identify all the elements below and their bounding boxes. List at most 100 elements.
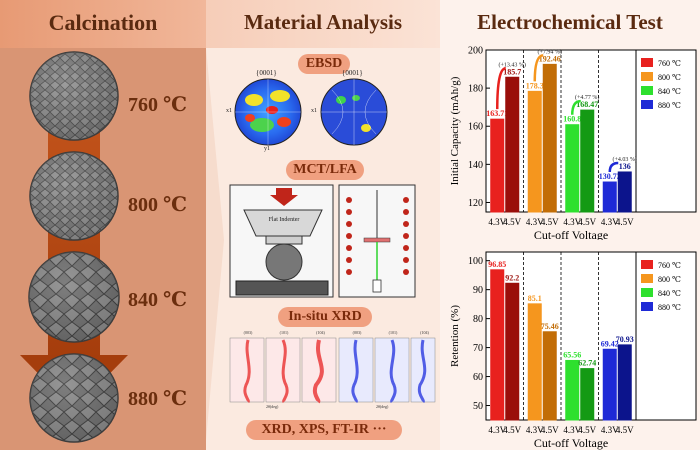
- bar-760-4-3v: [490, 269, 505, 421]
- bar-880-4-3v: [602, 181, 617, 213]
- bar-data-label: 178.3: [526, 81, 544, 90]
- bar-data-label: 65.56: [563, 350, 581, 359]
- y-tick-label: 70: [473, 343, 483, 354]
- ebsd-x-label-1: x1: [226, 108, 232, 114]
- bar-880-4-5v: [617, 171, 632, 213]
- x-tick-label: 4.5V: [616, 217, 634, 227]
- x-tick-label: 4.5V: [578, 217, 596, 227]
- bar-data-label: 69.42: [601, 339, 619, 348]
- material-header-band: [206, 0, 440, 48]
- legend-label-880: 880 ℃: [658, 303, 681, 312]
- y-tick-label: 160: [468, 122, 483, 133]
- legend-label-840: 840 ℃: [658, 87, 681, 96]
- x-tick-label: 4.5V: [503, 425, 521, 435]
- increase-arrow: [496, 67, 507, 110]
- legend-label-800: 800 ℃: [658, 275, 681, 284]
- x-tick-label: 4.5V: [541, 425, 559, 435]
- load-arrow: [270, 188, 298, 206]
- indenter-stage: [235, 280, 329, 296]
- bar-data-label: 136: [619, 162, 631, 171]
- particle-880-shade: [30, 354, 118, 442]
- bar-data-label: 70.93: [616, 335, 634, 344]
- legend-swatch-880: [641, 100, 653, 109]
- x-tick-label: 4.3V: [526, 425, 544, 435]
- legend-swatch-800: [641, 274, 653, 283]
- bar-840-4-5v: [580, 368, 595, 421]
- xrd-xlabel-1: 2θ(deg): [266, 404, 279, 409]
- y-tick-label: 200: [468, 46, 483, 57]
- x-tick-label: 4.3V: [563, 425, 581, 435]
- bar-data-label: 75.46: [541, 322, 559, 331]
- x-axis-label: Cut-off Voltage: [534, 228, 608, 240]
- bar-800-4-3v: [527, 303, 542, 421]
- y-tick-label: 180: [468, 84, 483, 95]
- increase-arrow: [533, 54, 544, 82]
- xrd-peak-label: (101): [279, 330, 289, 335]
- particle-840-shade: [29, 252, 119, 342]
- bar-760-4-5v: [505, 76, 520, 213]
- mct-lfa-schematic: [229, 184, 416, 298]
- x-tick-label: 4.5V: [578, 425, 596, 435]
- bar-840-4-5v: [580, 109, 595, 213]
- legend-swatch-800: [641, 72, 653, 81]
- x-tick-label: 4.5V: [616, 425, 634, 435]
- y-tick-label: 60: [473, 372, 483, 383]
- xrd-peak-label: (003): [243, 330, 253, 335]
- bar-data-label: 130.73: [599, 172, 621, 181]
- mct-lfa-label: MCT/LFA: [286, 160, 364, 180]
- material-analysis-title: Material Analysis: [243, 10, 403, 34]
- bar-880-4-3v: [602, 348, 617, 421]
- bar-840-4-3v: [565, 359, 580, 421]
- x-tick-label: 4.3V: [563, 217, 581, 227]
- xrd-peak-label: (101): [388, 330, 398, 335]
- xrd-xlabel-2: 2θ(deg): [376, 404, 389, 409]
- legend-label-760: 760 ℃: [658, 59, 681, 68]
- increase-arrow: [608, 161, 619, 173]
- x-axis-label: Cut-off Voltage: [534, 436, 608, 450]
- flow-chevron: [206, 48, 224, 440]
- bar-760-4-3v: [490, 118, 505, 213]
- y-tick-label: 120: [468, 198, 483, 209]
- y-tick-label: 90: [473, 285, 483, 296]
- x-tick-label: 4.3V: [601, 425, 619, 435]
- y-axis-label: Retention (%): [449, 305, 461, 367]
- x-tick-label: 4.3V: [526, 217, 544, 227]
- bar-760-4-5v: [505, 282, 520, 421]
- material-graphics: [206, 0, 440, 440]
- y-tick-label: 140: [468, 160, 483, 171]
- bar-data-label: 192.46: [539, 54, 561, 63]
- flat-indenter-label: Flat Indenter: [268, 217, 300, 223]
- bar-840-4-3v: [565, 124, 580, 213]
- change-label: (+13.43 %): [499, 61, 526, 68]
- retention-chart: 50 60 70 80 90 100 Retention (%) Cut-off Voltag…: [440, 244, 700, 450]
- x-tick-label: 4.5V: [541, 217, 559, 227]
- x-tick-label: 4.5V: [503, 217, 521, 227]
- temp-label-760: 760 ℃: [128, 94, 187, 116]
- test-particle: [265, 243, 303, 281]
- legend-label-760: 760 ℃: [658, 261, 681, 270]
- bar-880-4-5v: [617, 344, 632, 421]
- electrochemical-panel: Electrochemical Test 120 140 160 180 200 Init…: [440, 0, 700, 450]
- temp-label-800: 800 ℃: [128, 194, 187, 216]
- xrd-peak-label: (104): [420, 330, 429, 335]
- bar-data-label: 160.8: [563, 115, 581, 124]
- bar-data-label: 185.7: [503, 67, 521, 76]
- xrd-peak-label: (003): [352, 330, 362, 335]
- ebsd-pole-label-1: {0001}: [256, 69, 277, 77]
- legend-swatch-760: [641, 58, 653, 67]
- temp-label-880: 880 ℃: [128, 388, 187, 410]
- legend-label-840: 840 ℃: [658, 289, 681, 298]
- ebsd-y-label: y1: [264, 146, 270, 152]
- bar-data-label: 85.1: [528, 294, 542, 303]
- change-label: (+7.94 %): [538, 48, 562, 55]
- x-tick-label: 4.3V: [488, 425, 506, 435]
- bar-data-label: 168.47: [576, 100, 598, 109]
- increase-arrow: [571, 99, 581, 115]
- y-tick-label: 80: [473, 314, 483, 325]
- lfa-furnace: [346, 190, 409, 293]
- legend-swatch-840: [641, 86, 653, 95]
- ebsd-pole-figure-2: [320, 78, 388, 146]
- y-axis-label: Initial Capacity (mAh/g): [449, 76, 461, 185]
- initial-capacity-chart: 120 140 160 180 200 Initial Capacity (mAh/g) C…: [440, 42, 700, 240]
